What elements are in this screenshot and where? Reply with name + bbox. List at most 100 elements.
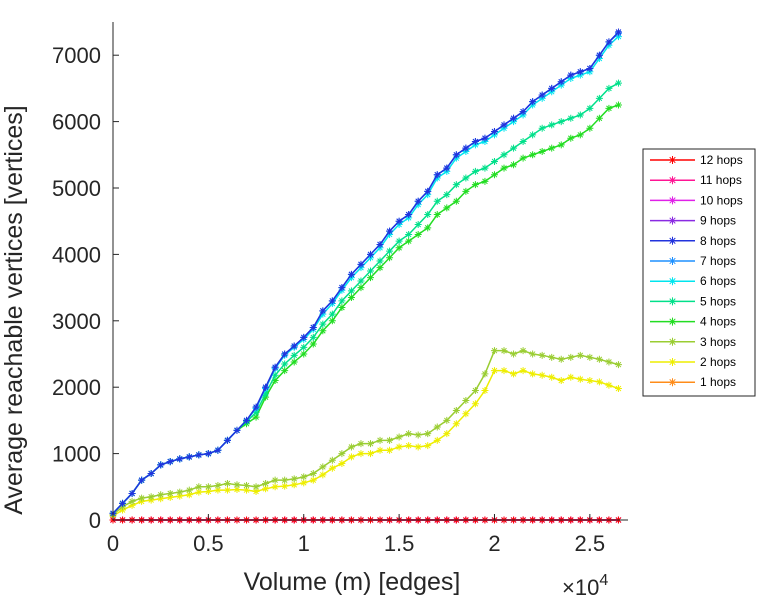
data-point <box>452 151 460 159</box>
data-point <box>500 347 508 355</box>
data-point <box>338 284 346 292</box>
data-point <box>595 355 603 363</box>
data-point <box>157 495 165 503</box>
data-point <box>586 124 594 132</box>
legend-marker <box>668 378 677 387</box>
data-point <box>243 486 251 494</box>
ticks: 0 0.5 1 1.5 2 2.5 0 1000 2000 3000 4000 5000 6000 700… <box>52 43 605 556</box>
data-point <box>262 485 270 493</box>
data-point <box>395 443 403 451</box>
x-tick-label: 0.5 <box>193 531 224 556</box>
data-point <box>471 387 479 395</box>
data-point <box>548 353 556 361</box>
data-point <box>157 461 165 469</box>
data-point <box>462 396 470 404</box>
data-point <box>128 501 136 509</box>
data-point <box>138 494 146 502</box>
legend-marker <box>668 257 677 265</box>
data-point <box>119 499 127 507</box>
data-point <box>328 310 336 318</box>
data-point <box>405 430 413 438</box>
data-point <box>128 489 136 497</box>
data-point <box>347 270 355 278</box>
data-point <box>548 121 556 129</box>
data-point <box>567 134 575 142</box>
y-tick-label: 1000 <box>52 442 101 467</box>
data-point <box>605 381 613 389</box>
data-point <box>471 400 479 408</box>
data-point <box>576 375 584 383</box>
legend-label: 10 hops <box>700 193 743 207</box>
data-point <box>586 377 594 385</box>
data-point <box>490 157 498 165</box>
data-point <box>510 161 518 169</box>
data-point <box>414 431 422 439</box>
data-point <box>567 373 575 381</box>
data-point <box>529 151 537 159</box>
data-point <box>462 144 470 152</box>
data-point <box>519 154 527 162</box>
data-point <box>576 68 584 76</box>
data-point <box>328 464 336 472</box>
data-point <box>252 483 260 491</box>
data-point <box>510 114 518 122</box>
x-tick-label: 2.5 <box>575 531 606 556</box>
data-point <box>557 355 565 363</box>
data-point <box>281 476 289 484</box>
data-point <box>424 211 432 219</box>
data-point <box>367 267 374 275</box>
data-point <box>519 347 527 355</box>
x-axis-exponent: ×104 <box>562 572 608 600</box>
data-point <box>395 217 403 225</box>
data-point <box>414 221 422 229</box>
x-axis-exponent-power: 4 <box>599 572 608 589</box>
data-point <box>376 264 384 272</box>
legend-item-3-hops: 3 hops <box>650 335 736 349</box>
data-point <box>481 387 489 395</box>
data-point <box>443 430 451 438</box>
data-point <box>147 470 155 478</box>
x-tick-label: 2 <box>488 531 500 556</box>
data-point <box>386 254 394 262</box>
data-point <box>128 497 136 505</box>
legend-label: 8 hops <box>700 234 736 248</box>
data-point <box>529 370 537 378</box>
data-point <box>452 197 460 205</box>
data-point <box>452 181 460 189</box>
legend-item-6-hops: 6 hops <box>650 274 736 288</box>
legend-item-2-hops: 2 hops <box>650 355 736 369</box>
data-point <box>319 471 327 479</box>
data-point <box>195 451 203 459</box>
data-point <box>376 436 384 444</box>
data-point <box>233 481 241 489</box>
legend-marker <box>668 156 677 164</box>
data-point <box>586 353 594 361</box>
data-point <box>347 453 355 461</box>
data-point <box>357 260 365 268</box>
data-point <box>309 476 317 484</box>
data-point <box>567 114 575 122</box>
data-point <box>233 426 241 434</box>
data-point <box>204 483 212 491</box>
data-point <box>214 486 222 494</box>
data-point <box>347 287 355 295</box>
data-point <box>357 450 365 458</box>
data-point <box>376 257 384 265</box>
data-point <box>252 487 260 495</box>
data-point <box>309 333 317 341</box>
data-point <box>433 423 441 431</box>
legend-marker <box>668 358 677 366</box>
data-point <box>319 327 327 335</box>
data-point <box>538 91 546 99</box>
series-line <box>112 32 619 514</box>
data-point <box>290 475 298 483</box>
data-point <box>462 174 470 182</box>
data-point <box>490 347 498 355</box>
data-point <box>252 403 260 411</box>
data-point <box>433 171 441 179</box>
y-tick-label: 0 <box>89 508 101 533</box>
data-point <box>557 141 565 149</box>
data-point <box>357 284 365 292</box>
data-point <box>595 114 603 122</box>
